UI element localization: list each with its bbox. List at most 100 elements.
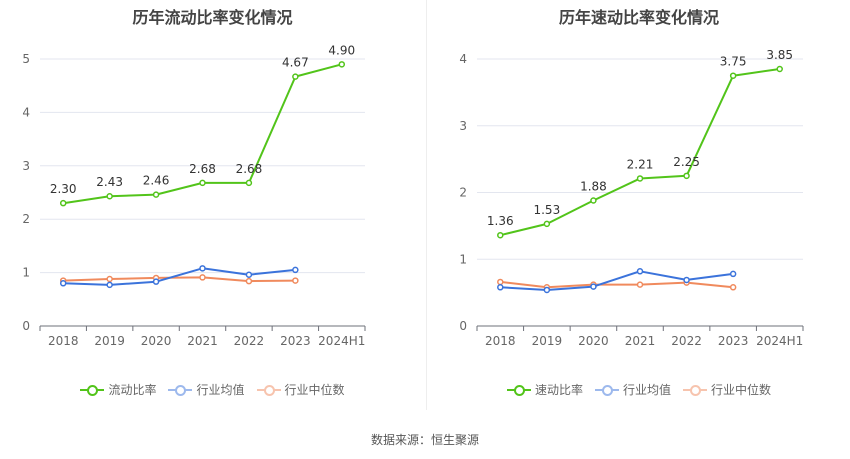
data-point [106,275,113,283]
data-label: 2.43 [96,175,123,189]
quick-ratio-chart: 历年速动比率变化情况 0 1 2 3 4 2018 2019 2020 2021 2022 2023… [428,0,850,420]
data-point [590,197,597,204]
data-point [152,191,160,198]
y-tick-label: 3 [22,159,30,173]
y-tick-label: 1 [459,252,467,266]
current-ratio-plot: 0 1 2 3 4 5 2018 2019 2020 2021 2022 2023 2024H1 2.30… [22,43,366,348]
x-tick-label: 2024H1 [318,334,365,348]
x-tick-label: 2022 [671,334,702,348]
series-line [63,276,296,283]
data-point [636,281,644,288]
data-label: 2.30 [50,182,77,196]
x-tick-label: 2023 [280,334,311,348]
data-point [245,271,253,278]
x-tick-label: 2024H1 [756,334,803,348]
data-point [683,276,690,284]
legend-marker-icon [683,384,707,396]
legend-marker-icon [594,384,619,396]
series-line [63,267,296,286]
data-label: 4.67 [282,56,309,70]
y-tick-label: 3 [459,119,467,133]
data-label: 2.68 [236,162,263,176]
data-label: 4.90 [328,43,355,57]
x-tick-label: 2022 [234,334,265,348]
y-tick-label: 1 [22,266,30,280]
data-point [497,231,504,239]
x-tick-label: 2018 [48,334,79,348]
x-tick-label: 2019 [532,334,563,348]
legend-label: 行业均值 [196,383,245,397]
data-label: 2.68 [189,162,216,176]
data-label: 2.21 [627,157,654,171]
data-source-note: 数据来源：恒生聚源 [370,433,479,447]
current-ratio-chart: 历年流动比率变化情况 0 1 2 3 4 5 2018 2019 2020 2021 2022 202… [0,0,425,420]
series-line [500,280,734,289]
data-label: 3.75 [720,55,747,69]
data-point [636,268,644,275]
data-point [497,278,504,286]
data-point [59,280,67,287]
data-point [636,175,644,182]
legend-item[interactable]: 流动比率 [80,381,156,398]
data-point [497,284,504,291]
legend-marker-icon [506,384,531,396]
chart-legend: 速动比率 行业均值 行业中位数 [428,381,850,398]
legend-item[interactable]: 速动比率 [506,381,583,398]
data-label: 1.53 [533,203,560,217]
panel-divider [426,0,427,410]
data-point [106,192,113,200]
data-point [729,270,737,278]
data-point [543,286,551,294]
data-point [292,266,299,274]
legend-label: 行业中位数 [711,383,772,397]
data-point [590,283,597,290]
x-tick-label: 2020 [578,334,609,348]
data-point [199,274,206,281]
series-line [500,270,734,291]
data-label: 2.46 [143,174,170,188]
data-label: 2.25 [673,155,700,169]
data-point [776,65,783,73]
data-point [245,277,253,285]
y-tick-label: 2 [22,212,30,226]
x-tick-label: 2019 [94,334,125,348]
y-tick-label: 0 [459,319,467,333]
y-tick-label: 5 [22,52,30,66]
data-point [59,199,67,207]
data-label: 1.88 [580,180,607,194]
legend-marker-icon [80,384,105,396]
chart-title: 历年流动比率变化情况 [132,8,293,27]
legend-label: 行业中位数 [284,383,345,397]
data-point [292,73,299,80]
data-point [543,220,551,228]
data-point [152,278,160,285]
data-label: 1.36 [487,214,514,228]
x-tick-label: 2021 [625,334,656,348]
y-tick-label: 4 [459,52,467,66]
y-tick-label: 0 [22,319,30,333]
legend-marker-icon [256,384,281,396]
legend-label: 行业均值 [622,383,671,397]
chart-legend: 流动比率 行业均值 行业中位数 [0,381,425,398]
y-tick-label: 4 [22,105,30,119]
quick-ratio-plot: 0 1 2 3 4 2018 2019 2020 2021 2022 2023 2024H1 1.36 1… [459,48,804,348]
legend-item[interactable]: 行业均值 [594,381,671,398]
x-tick-label: 2018 [485,334,516,348]
data-point [199,179,206,187]
data-label: 3.85 [766,48,793,62]
legend-label: 速动比率 [534,383,583,397]
legend-item[interactable]: 行业均值 [168,381,245,398]
data-point [199,265,206,272]
chart-title: 历年速动比率变化情况 [558,8,719,27]
data-point [245,179,253,187]
legend-marker-icon [168,384,193,396]
legend-item[interactable]: 行业中位数 [256,381,345,398]
data-point [729,72,737,79]
data-point [106,281,113,289]
legend-label: 流动比率 [108,383,157,397]
x-tick-label: 2020 [141,334,172,348]
x-tick-label: 2021 [187,334,218,348]
legend-item[interactable]: 行业中位数 [683,381,771,398]
data-point [338,61,346,68]
x-tick-label: 2023 [718,334,749,348]
